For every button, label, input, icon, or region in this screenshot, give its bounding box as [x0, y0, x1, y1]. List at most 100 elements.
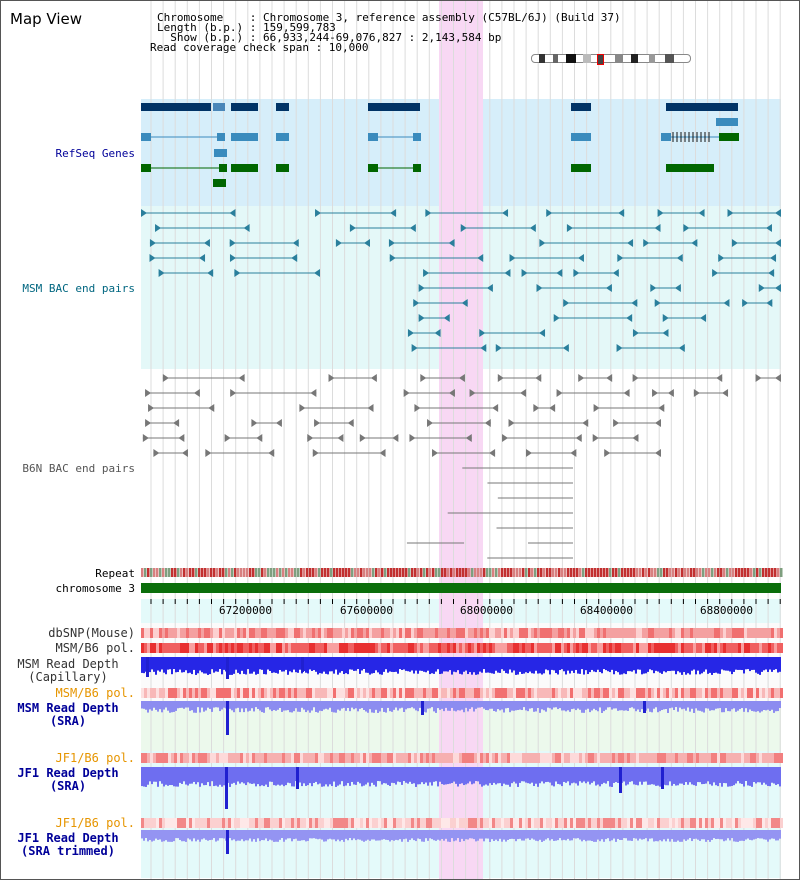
heat-cell — [252, 628, 255, 638]
depth-bar — [581, 830, 583, 842]
depth-bar — [167, 701, 169, 711]
repeat-mark — [465, 568, 468, 577]
heat-cell — [618, 753, 621, 763]
heat-cell — [459, 643, 462, 653]
heat-cell — [573, 688, 576, 698]
heat-cell — [735, 628, 738, 638]
depth-bar — [575, 767, 577, 784]
heat-cell — [678, 753, 681, 763]
repeat-mark — [750, 568, 753, 577]
heat-cell — [654, 818, 657, 828]
track-label-msm-b6-pol-2[interactable]: MSM/B6 pol. — [55, 686, 135, 700]
track-label-repeat[interactable]: Repeat — [95, 567, 135, 580]
depth-bar — [445, 767, 447, 785]
heat-cell — [738, 628, 741, 638]
heat-cell — [618, 643, 621, 653]
bac-end-marker — [553, 314, 560, 322]
depth-bar — [547, 657, 549, 671]
heat-cell — [414, 688, 417, 698]
heat-cell — [738, 643, 741, 653]
track-label-msm-bac[interactable]: MSM BAC end pairs — [22, 282, 135, 295]
track-label-jf1-read-depth-sra[interactable]: JF1 Read Depth (SRA) — [17, 766, 119, 793]
track-label-msm-b6-pol[interactable]: MSM/B6 pol. — [55, 641, 135, 655]
heat-cell — [693, 753, 696, 763]
depth-bar — [507, 657, 509, 674]
heat-cell — [318, 753, 321, 763]
depth-bar — [707, 657, 709, 674]
depth-bar — [453, 701, 455, 711]
bac-end-marker — [533, 404, 540, 412]
depth-bar — [691, 830, 693, 842]
depth-bar — [159, 657, 161, 672]
heat-cell — [408, 818, 411, 828]
depth-bar — [167, 657, 169, 670]
depth-bar — [529, 830, 531, 840]
depth-bar — [679, 830, 681, 842]
heat-cell — [312, 688, 315, 698]
heat-cell — [585, 643, 588, 653]
depth-bar — [547, 767, 549, 782]
track-label-jf1-b6-pol[interactable]: JF1/B6 pol. — [55, 751, 135, 765]
heat-cell — [597, 753, 600, 763]
heat-cell — [213, 643, 216, 653]
repeat-mark — [378, 568, 381, 577]
chromosome-ideogram[interactable] — [531, 54, 691, 65]
repeat-mark — [729, 568, 732, 577]
depth-bar — [615, 830, 617, 842]
track-label-jf1-b6-pol-2[interactable]: JF1/B6 pol. — [55, 816, 135, 830]
depth-bar — [595, 701, 597, 711]
depth-bar — [501, 767, 503, 787]
repeat-mark — [231, 568, 234, 577]
depth-bar — [325, 830, 327, 842]
repeat-mark — [393, 568, 396, 577]
heat-cell — [171, 643, 174, 653]
depth-bar — [295, 657, 297, 673]
bac-end-marker — [718, 254, 725, 262]
track-label-msm-read-depth-capillary[interactable]: MSM Read Depth (Capillary) — [17, 657, 119, 684]
depth-bar — [213, 657, 215, 673]
heat-cell — [291, 818, 294, 828]
depth-bar — [583, 767, 585, 782]
heat-cell — [681, 628, 684, 638]
track-label-refseq[interactable]: RefSeq Genes — [55, 147, 135, 160]
depth-bar — [483, 701, 485, 709]
heat-cell — [183, 643, 186, 653]
heat-cell — [279, 643, 282, 653]
depth-bar — [181, 701, 183, 708]
repeat-mark — [486, 568, 489, 577]
track-label-jf1-read-depth-trimmed[interactable]: JF1 Read Depth (SRA trimmed) — [17, 831, 119, 858]
depth-bar — [415, 701, 417, 711]
repeat-mark — [693, 568, 696, 577]
heat-cell — [372, 818, 375, 828]
track-label-msm-read-depth-sra[interactable]: MSM Read Depth (SRA) — [17, 701, 119, 728]
track-label-dbsnp[interactable]: dbSNP(Mouse) — [48, 626, 135, 640]
repeat-mark — [276, 568, 279, 577]
heat-cell — [393, 688, 396, 698]
bac-end-marker — [203, 239, 210, 247]
repeat-mark — [300, 568, 303, 577]
repeat-mark — [753, 568, 756, 577]
depth-bar — [351, 830, 353, 841]
heat-cell — [414, 753, 417, 763]
depth-bar — [157, 701, 159, 712]
heat-cell — [462, 628, 465, 638]
depth-bar — [523, 701, 525, 708]
depth-bar — [233, 657, 235, 674]
track-label-b6n-bac[interactable]: B6N BAC end pairs — [22, 462, 135, 475]
depth-bar — [499, 767, 501, 784]
heat-cell — [588, 753, 591, 763]
heat-cell — [606, 688, 609, 698]
depth-bar — [451, 657, 453, 675]
heat-cell — [276, 628, 279, 638]
repeat-mark — [780, 568, 783, 577]
depth-bar — [399, 657, 401, 670]
track-label-chromosome[interactable]: chromosome 3 — [55, 582, 135, 595]
depth-bar — [567, 830, 569, 839]
heat-cell — [576, 628, 579, 638]
depth-bar — [705, 657, 707, 670]
depth-bar — [409, 830, 411, 840]
heat-cell — [675, 818, 678, 828]
depth-bar — [777, 657, 779, 673]
heat-cell — [378, 688, 381, 698]
heat-cell — [420, 628, 423, 638]
